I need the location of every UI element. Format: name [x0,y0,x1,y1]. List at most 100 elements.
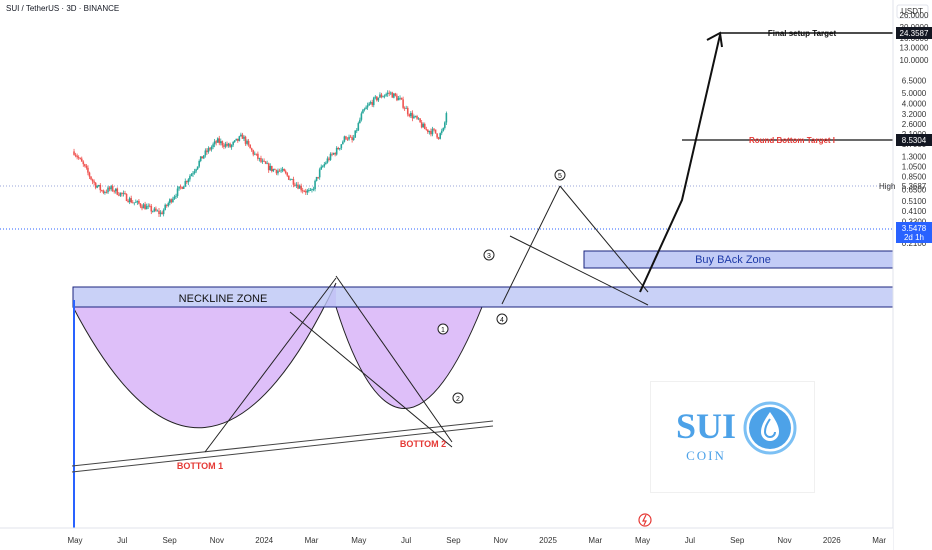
candle-body [295,184,298,186]
plot-area[interactable]: 1 2 3 4 5 NECKLINE ZONE BOTTOM 1 BOTTOM … [0,29,893,528]
candle-body [220,141,222,144]
candle-body [308,190,310,191]
price-tick-9: 2.6000 [902,120,927,129]
wave-1-label: 1 [441,327,445,334]
candle-body [190,174,193,177]
price-tick-8: 3.2000 [902,110,927,119]
candle-body [434,129,437,134]
wave-2-circle [452,392,464,404]
candle-body [218,138,221,144]
candle-body [91,179,94,182]
candle-body [264,161,267,164]
candle-body [420,122,423,128]
price-tick-6: 5.0000 [902,89,927,98]
round-target-value: 8.5304 [902,136,927,145]
candle-body [312,189,315,190]
candle-body [281,168,284,171]
candle-body [360,113,363,120]
candle-body [389,92,392,94]
time-tick-2: Sep [162,536,177,545]
time-ticks: May Jul Sep Nov 2024 Mar May Jul Sep Nov 2025 Mar Ma… [67,536,886,545]
candle-body [379,94,381,98]
candle-body [153,208,156,212]
candle-body [204,150,207,156]
candle-body [301,190,304,192]
candle-body [84,164,86,166]
candle-body [411,112,414,119]
candle-body [436,133,438,138]
time-axis[interactable]: May Jul Sep Nov 2024 Mar May Jul Sep Nov 2025 Mar Ma… [0,527,893,550]
candle-body [237,138,239,141]
candle-body [357,123,360,131]
candle-body [314,180,316,190]
candle-body [329,153,332,160]
candle-body [321,166,324,168]
candle-body [413,116,415,119]
candle-body [267,163,270,171]
candle-body [303,191,306,192]
time-tick-8: Sep [446,536,461,545]
candle-body [354,130,357,138]
candle-body [107,187,109,193]
candle-body [368,103,370,106]
price-ticks: 26.000020.000016.000013.000010.00006.500… [900,11,929,248]
price-tick-0: 26.0000 [900,11,929,20]
alert-icon[interactable] [638,513,652,527]
candle-body [80,158,83,162]
wedge-line-2 [335,275,453,443]
price-scale[interactable]: USDT 26.000020.000016.000013.000010.0000… [879,0,932,550]
candle-body [101,190,103,191]
candle-body [184,181,187,187]
candle-body [110,186,112,190]
time-tick-7: Jul [401,536,411,545]
candle-body [320,166,323,170]
candle-body [156,210,159,212]
high-tag-value: 5.3687 [902,182,927,191]
candle-body [331,153,333,155]
wave-markers: 1 2 3 4 5 [437,169,566,404]
currency-label: USDT [901,7,923,16]
candle-body [377,97,380,101]
candle-body [150,206,153,212]
neckline-zone-label: NECKLINE ZONE [179,293,268,305]
candle-body [342,141,344,145]
candle-body [182,186,185,189]
candle-body [427,129,429,133]
candle-body [105,192,108,193]
candle-body [155,208,157,211]
candle-body [144,204,146,210]
price-tick-13: 1.0500 [902,163,927,172]
time-tick-3: Nov [210,536,224,545]
time-tick-9: Nov [494,536,508,545]
candle-body [252,150,255,155]
candle-body [396,95,398,101]
candle-body [189,176,191,180]
candle-body [414,116,417,117]
current-price-tag [896,222,932,243]
candle-body [283,168,285,172]
candle-body [258,158,261,159]
candle-body [161,212,163,215]
time-tick-17: Mar [872,536,886,545]
candle-body [192,173,194,175]
round-target-tag [896,134,932,146]
candle-body [340,144,343,149]
sui-coin-logo: SUI COIN [651,382,814,492]
candle-body [394,93,397,96]
candle-body [104,192,106,193]
candle-body [229,143,231,148]
candle-body [444,122,446,128]
candle-body [203,155,205,159]
wave-3-circle [483,249,495,261]
candle-body [230,144,233,148]
candle-body [76,155,78,158]
candle-body [247,140,250,145]
candle-body [246,140,248,144]
candle-body [88,172,91,177]
candle-body [419,118,421,123]
candle-body [309,189,312,191]
candle-body [403,107,406,109]
candle-body [382,96,384,98]
candle-body [147,205,149,207]
